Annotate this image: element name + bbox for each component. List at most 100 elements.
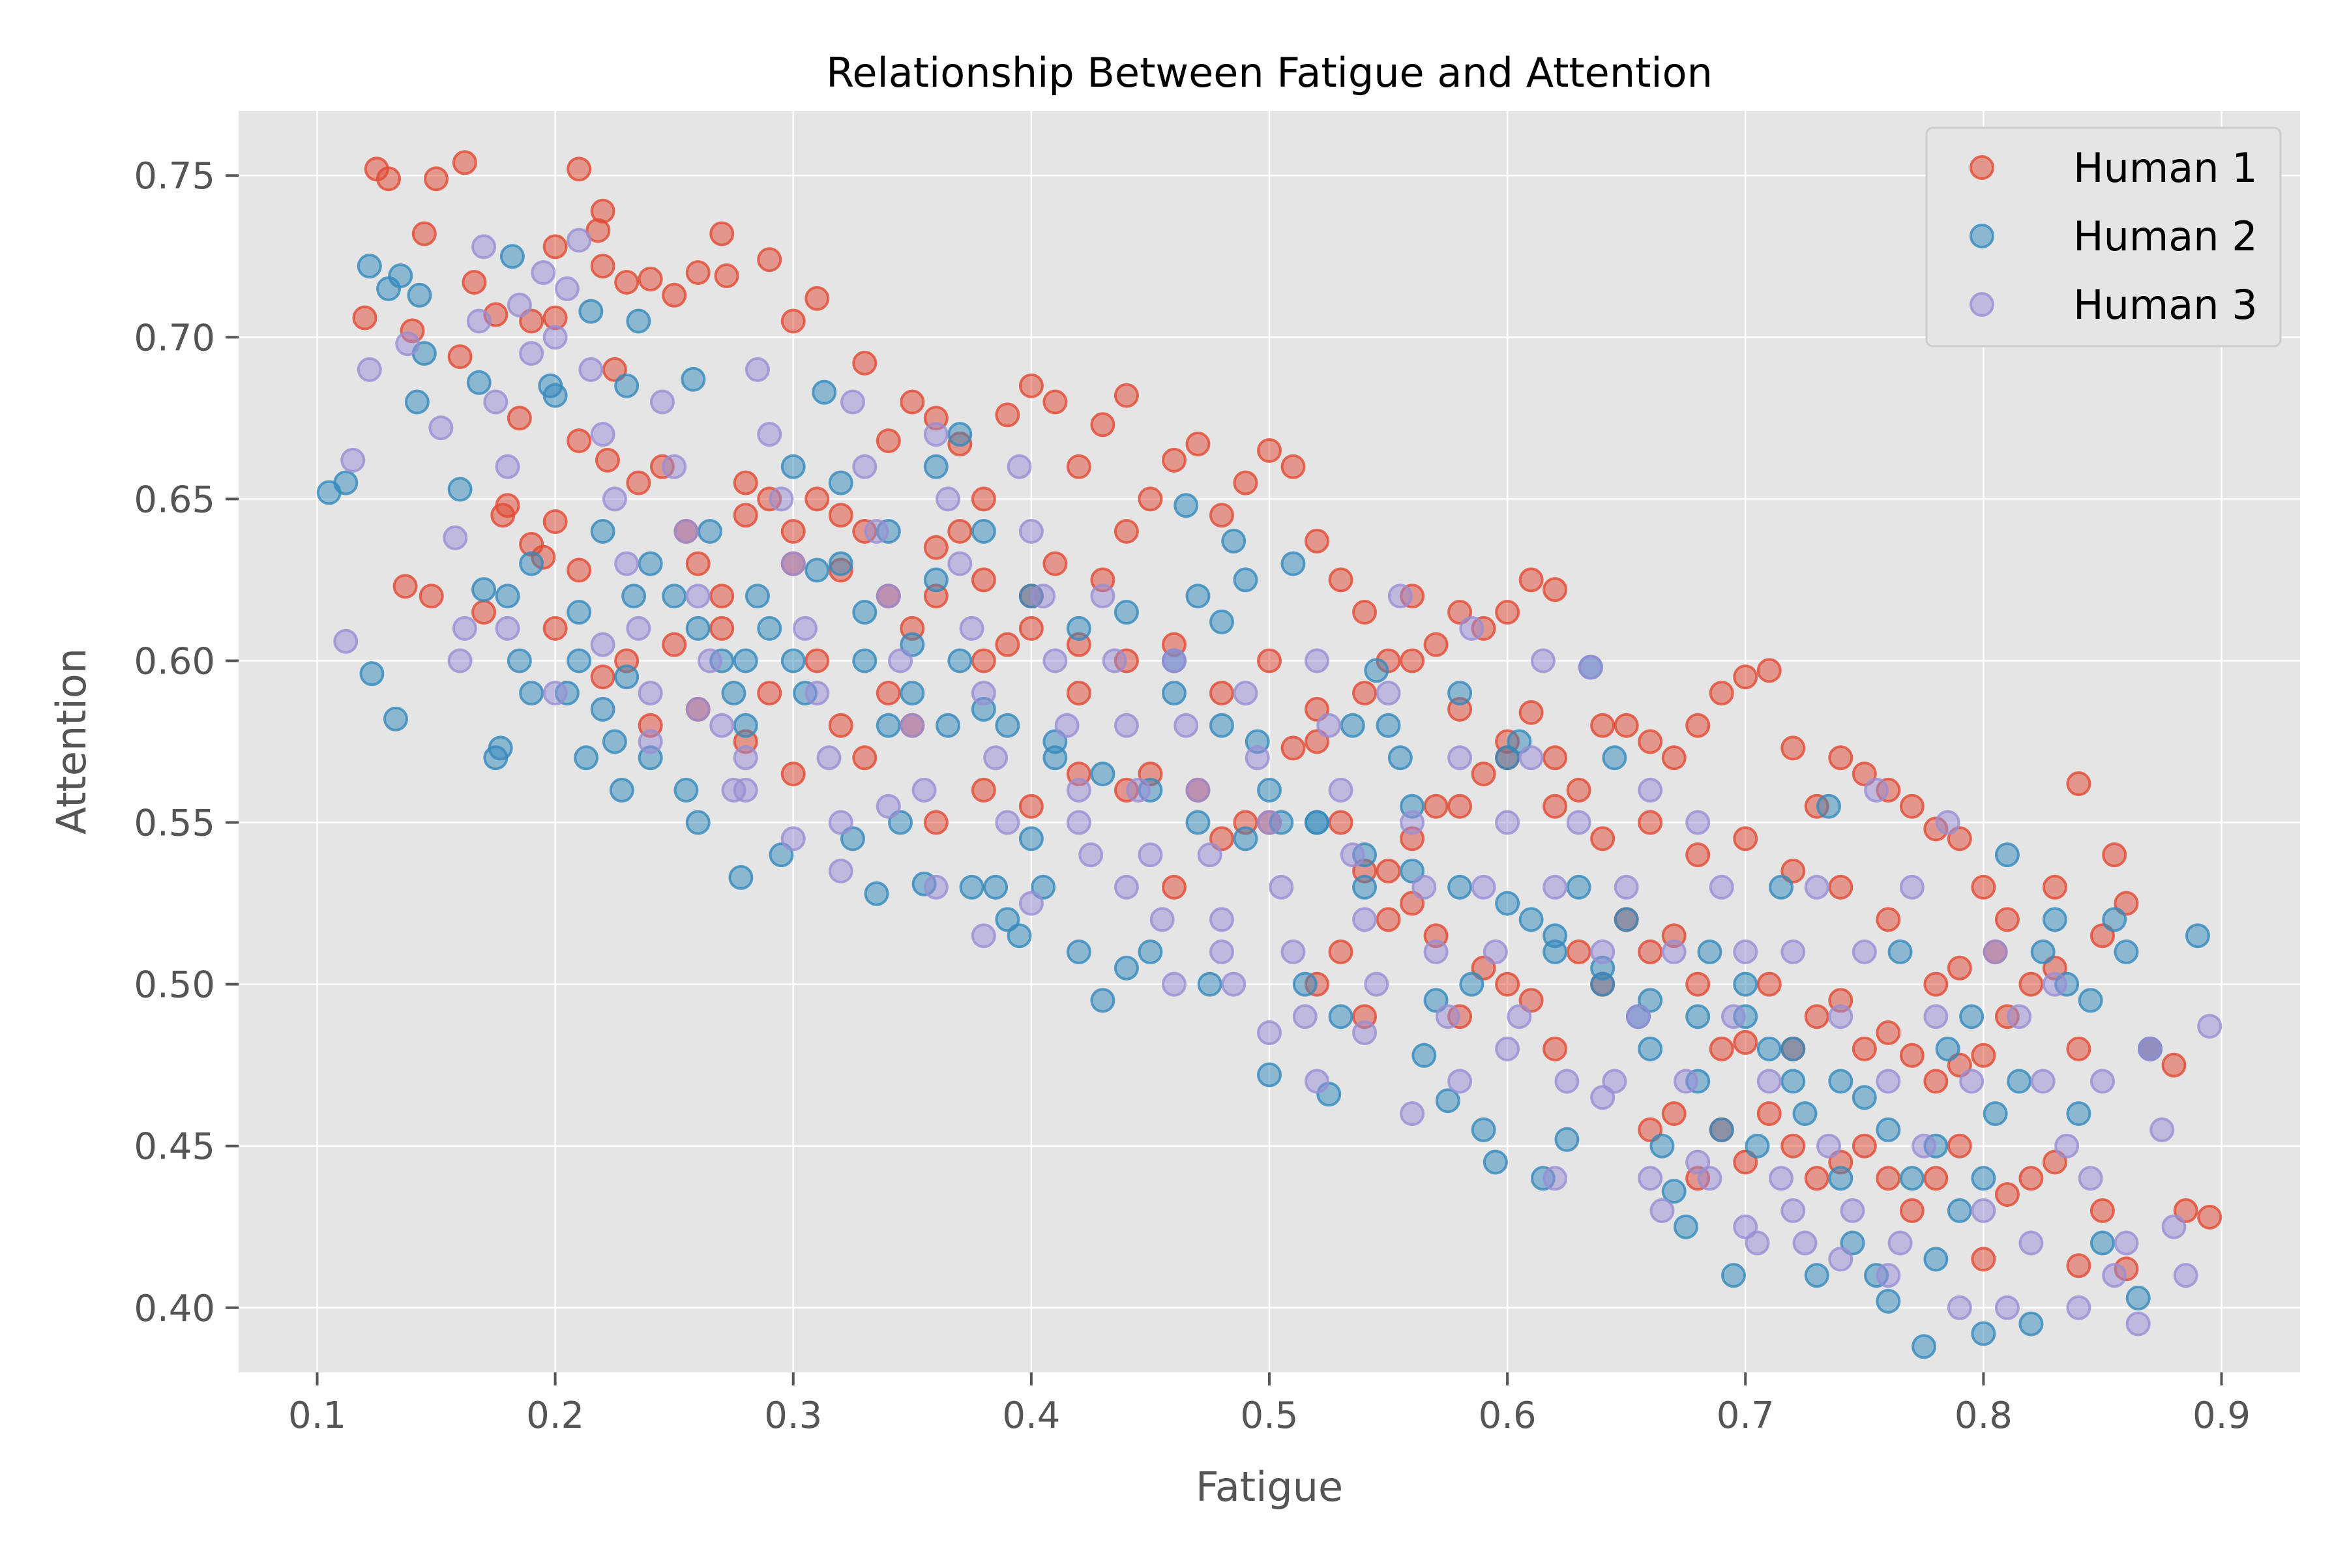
data-point [1138,939,1163,964]
data-point [578,357,604,382]
data-point [1364,971,1389,997]
data-point [923,454,949,479]
data-point [812,379,837,405]
data-point [673,519,699,544]
data-point [685,260,711,286]
legend-box [1925,126,2282,348]
data-point [1864,777,1889,803]
data-point [1161,874,1187,900]
data-point [1661,939,1687,964]
data-point [1292,1004,1318,1029]
x-tick-label: 0.1 [288,1395,346,1437]
data-point [531,260,556,286]
data-point [769,486,794,512]
data-point [1685,810,1711,835]
data-point [1780,1069,1806,1094]
data-point [1018,793,1044,819]
x-tick-label: 0.8 [1955,1395,2013,1437]
data-point [1447,874,1473,900]
data-point [1804,1004,1829,1029]
x-tick-label: 0.9 [2192,1395,2251,1437]
data-point [2066,1101,2091,1127]
y-axis: 0.40 0.45 0.50 0.55 0.60 0.65 0.70 0.75 [134,155,239,1330]
data-point [1423,793,1449,819]
data-point [519,341,544,366]
data-point [1042,745,1068,771]
data-point [428,415,454,441]
data-point [1959,1004,1985,1029]
y-tick-label: 0.60 [134,640,215,683]
data-point [769,842,794,868]
data-point [1733,664,1758,690]
data-point [1209,713,1234,738]
data-point [662,584,687,609]
data-point [1257,1062,1282,1087]
data-point [357,254,382,279]
data-point [780,762,806,787]
data-point [574,745,599,771]
data-point [447,477,473,502]
data-point [1018,615,1044,641]
data-point [1149,907,1175,932]
data-point [1840,1230,1865,1256]
data-point [507,292,532,318]
data-point [1078,842,1104,868]
data-point [1828,874,1853,900]
data-point [638,267,663,291]
data-point [1947,1295,1972,1320]
data-point [1471,762,1496,787]
data-point [2102,907,2127,932]
data-point [900,632,925,657]
data-point [621,584,647,609]
data-point [2089,1198,2115,1223]
data-point [1816,793,1842,819]
data-point [780,648,806,673]
data-point [1685,1149,1711,1175]
data-point [1197,971,1222,997]
data-point [1447,745,1473,771]
data-point [424,166,449,192]
data-point [780,308,806,334]
data-point [1280,939,1306,964]
x-tick-label: 0.6 [1479,1395,1537,1437]
data-point [507,406,532,431]
data-point [2125,1285,2151,1310]
data-point [1316,713,1342,738]
data-point [1209,907,1234,932]
data-point [1923,1004,1949,1029]
x-axis: 0.1 0.2 0.3 0.4 0.5 0.6 0.7 0.8 0.9 [288,1372,2251,1437]
data-point [499,244,525,269]
data-point [733,503,758,528]
data-point [466,370,492,395]
data-point [1685,842,1711,868]
data-point [1387,745,1413,771]
data-point [1352,907,1378,932]
data-point [1733,1214,1758,1239]
data-point [757,422,782,447]
data-point [488,735,513,761]
data-point [1018,826,1044,851]
data-point [685,584,711,609]
data-point [1328,1004,1353,1029]
x-tick-label: 0.2 [526,1395,584,1437]
data-point [959,874,984,900]
data-point [1638,1117,1663,1142]
data-point [567,156,592,182]
data-point [1602,745,1627,771]
data-point [1138,486,1163,512]
data-point [852,600,878,625]
data-point [947,519,973,544]
data-point [614,664,640,690]
data-point [1054,713,1080,738]
data-point [2197,1204,2222,1230]
data-point [2042,1149,2067,1175]
data-point [1114,383,1139,408]
data-point [1876,1020,1901,1046]
data-point [971,681,996,706]
data-point [1495,1036,1520,1061]
data-point [519,308,544,334]
data-point [1400,1101,1425,1127]
data-point [1126,777,1151,803]
data-point [495,454,520,479]
data-point [1971,1166,1996,1191]
